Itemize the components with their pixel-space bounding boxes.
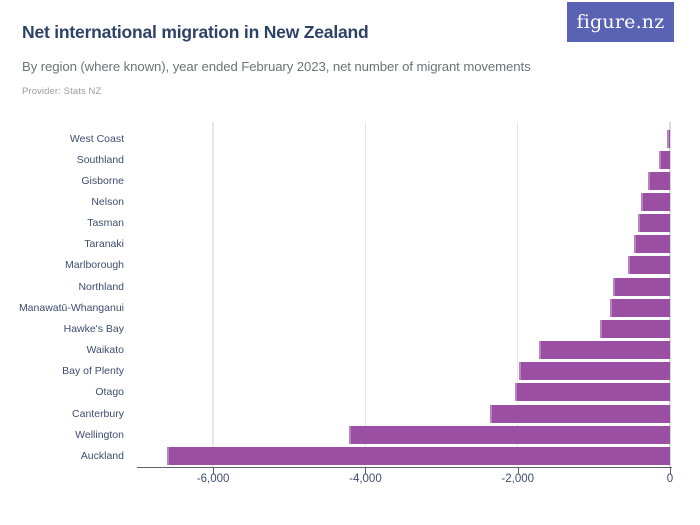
category-label-taranaki: Taranaki (84, 238, 124, 251)
category-label-hawke-s-bay: Hawke's Bay (63, 322, 124, 335)
x-tick-label--4,000: -4,000 (349, 473, 382, 485)
category-label-marlborough: Marlborough (65, 259, 124, 272)
bar-wellington[interactable] (348, 425, 670, 444)
bar-row-wellington: Wellington (0, 424, 700, 445)
bar-row-taranaki: Taranaki (0, 234, 700, 255)
bar-row-auckland: Auckland (0, 445, 700, 466)
category-label-southland: Southland (76, 153, 124, 166)
bar-manawat-whanganui[interactable] (609, 298, 670, 317)
bar-row-hawke-s-bay: Hawke's Bay (0, 318, 700, 339)
bar-bay-of-plenty[interactable] (519, 362, 670, 381)
bar-hawke-s-bay[interactable] (599, 319, 670, 338)
bar-row-marlborough: Marlborough (0, 255, 700, 276)
bar-row-west-coast: West Coast (0, 128, 700, 149)
category-label-gisborne: Gisborne (81, 174, 124, 187)
bar-gisborne[interactable] (648, 171, 670, 190)
x-axis-tick--4,000 (365, 468, 367, 474)
bar-row-northland: Northland (0, 276, 700, 297)
bar-row-manawat-whanganui: Manawatū-Whanganui (0, 297, 700, 318)
figurenz-logo-text: figure.nz (576, 11, 665, 33)
category-label-auckland: Auckland (80, 449, 124, 462)
chart-subtitle: By region (where known), year ended Febr… (22, 59, 531, 74)
category-label-bay-of-plenty: Bay of Plenty (62, 365, 124, 378)
bar-row-waikato: Waikato (0, 340, 700, 361)
page-title: Net international migration in New Zeala… (22, 22, 369, 42)
bar-west-coast[interactable] (666, 129, 670, 148)
bar-northland[interactable] (612, 277, 670, 296)
bar-waikato[interactable] (539, 341, 670, 360)
bar-auckland[interactable] (167, 446, 670, 465)
category-label-nelson: Nelson (91, 196, 124, 208)
bar-canterbury[interactable] (489, 404, 670, 423)
bar-row-tasman: Tasman (0, 213, 700, 234)
x-axis-tick--6,000 (213, 468, 215, 474)
category-label-wellington: Wellington (75, 428, 124, 441)
bar-row-nelson: Nelson (0, 191, 700, 212)
x-axis-line (137, 466, 672, 468)
bar-marlborough[interactable] (628, 256, 670, 275)
category-label-otago: Otago (95, 386, 124, 399)
bar-row-bay-of-plenty: Bay of Plenty (0, 361, 700, 382)
gridline--4,000 (364, 122, 367, 468)
category-label-tasman: Tasman (87, 217, 124, 230)
bar-nelson[interactable] (640, 193, 670, 211)
bar-taranaki[interactable] (634, 235, 670, 254)
provider-credit: Provider: Stats NZ (22, 86, 102, 97)
category-label-waikato: Waikato (86, 344, 124, 357)
category-label-west-coast: West Coast (69, 132, 124, 145)
x-tick-label--6,000: -6,000 (196, 473, 230, 485)
x-axis-tick--2,000 (517, 468, 519, 474)
x-axis-tick-0 (670, 468, 671, 474)
bar-southland[interactable] (658, 150, 670, 169)
x-tick-label-0: 0 (666, 473, 674, 485)
bar-otago[interactable] (515, 383, 670, 402)
bar-row-gisborne: Gisborne (0, 170, 700, 191)
bar-row-southland: Southland (0, 149, 700, 170)
x-tick-label--2,000: -2,000 (501, 473, 535, 485)
bar-tasman[interactable] (638, 214, 670, 233)
gridline--6,000 (212, 122, 214, 468)
gridline--2,000 (516, 122, 519, 468)
figurenz-logo[interactable]: figure.nz (567, 2, 674, 42)
bar-row-canterbury: Canterbury (0, 403, 700, 424)
bar-row-otago: Otago (0, 382, 700, 403)
category-label-canterbury: Canterbury (72, 407, 124, 420)
category-label-northland: Northland (78, 280, 124, 293)
gridline-0 (669, 122, 671, 468)
category-label-manawat-whanganui: Manawatū-Whanganui (18, 301, 124, 314)
